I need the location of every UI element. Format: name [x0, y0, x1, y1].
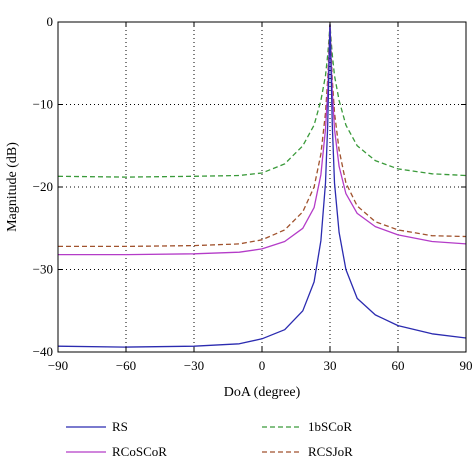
y-tick-label: 0 [47, 14, 54, 29]
legend-label: RS [112, 419, 128, 434]
series-line-RS [57, 23, 467, 348]
x-tick-label: −90 [48, 358, 68, 373]
x-tick-label: 30 [324, 358, 337, 373]
x-tick-label: 90 [460, 358, 473, 373]
x-tick-label: 0 [259, 358, 266, 373]
x-tick-label: −30 [184, 358, 204, 373]
x-tick-label: 60 [392, 358, 405, 373]
y-axis-label: Magnitude (dB) [5, 142, 20, 232]
legend: RS RCoSCoR 1bSCoR RCSJoR [66, 419, 353, 459]
ticks: −90 −60 −30 0 30 60 90 0 −10 −20 −30 −40 [33, 14, 473, 373]
x-axis-label: DoA (degree) [224, 385, 301, 400]
series-line-RCoSCoR [58, 23, 467, 256]
series-line-RCSJoR [58, 23, 467, 248]
legend-label: RCSJoR [308, 444, 353, 459]
legend-label: 1bSCoR [308, 419, 352, 434]
x-tick-label: −60 [116, 358, 136, 373]
y-tick-label: −30 [33, 262, 53, 277]
y-tick-label: −10 [33, 97, 53, 112]
grid [58, 22, 466, 352]
legend-label: RCoSCoR [112, 444, 167, 459]
y-tick-label: −40 [33, 344, 53, 359]
series-layer [57, 23, 467, 348]
y-tick-label: −20 [33, 179, 53, 194]
